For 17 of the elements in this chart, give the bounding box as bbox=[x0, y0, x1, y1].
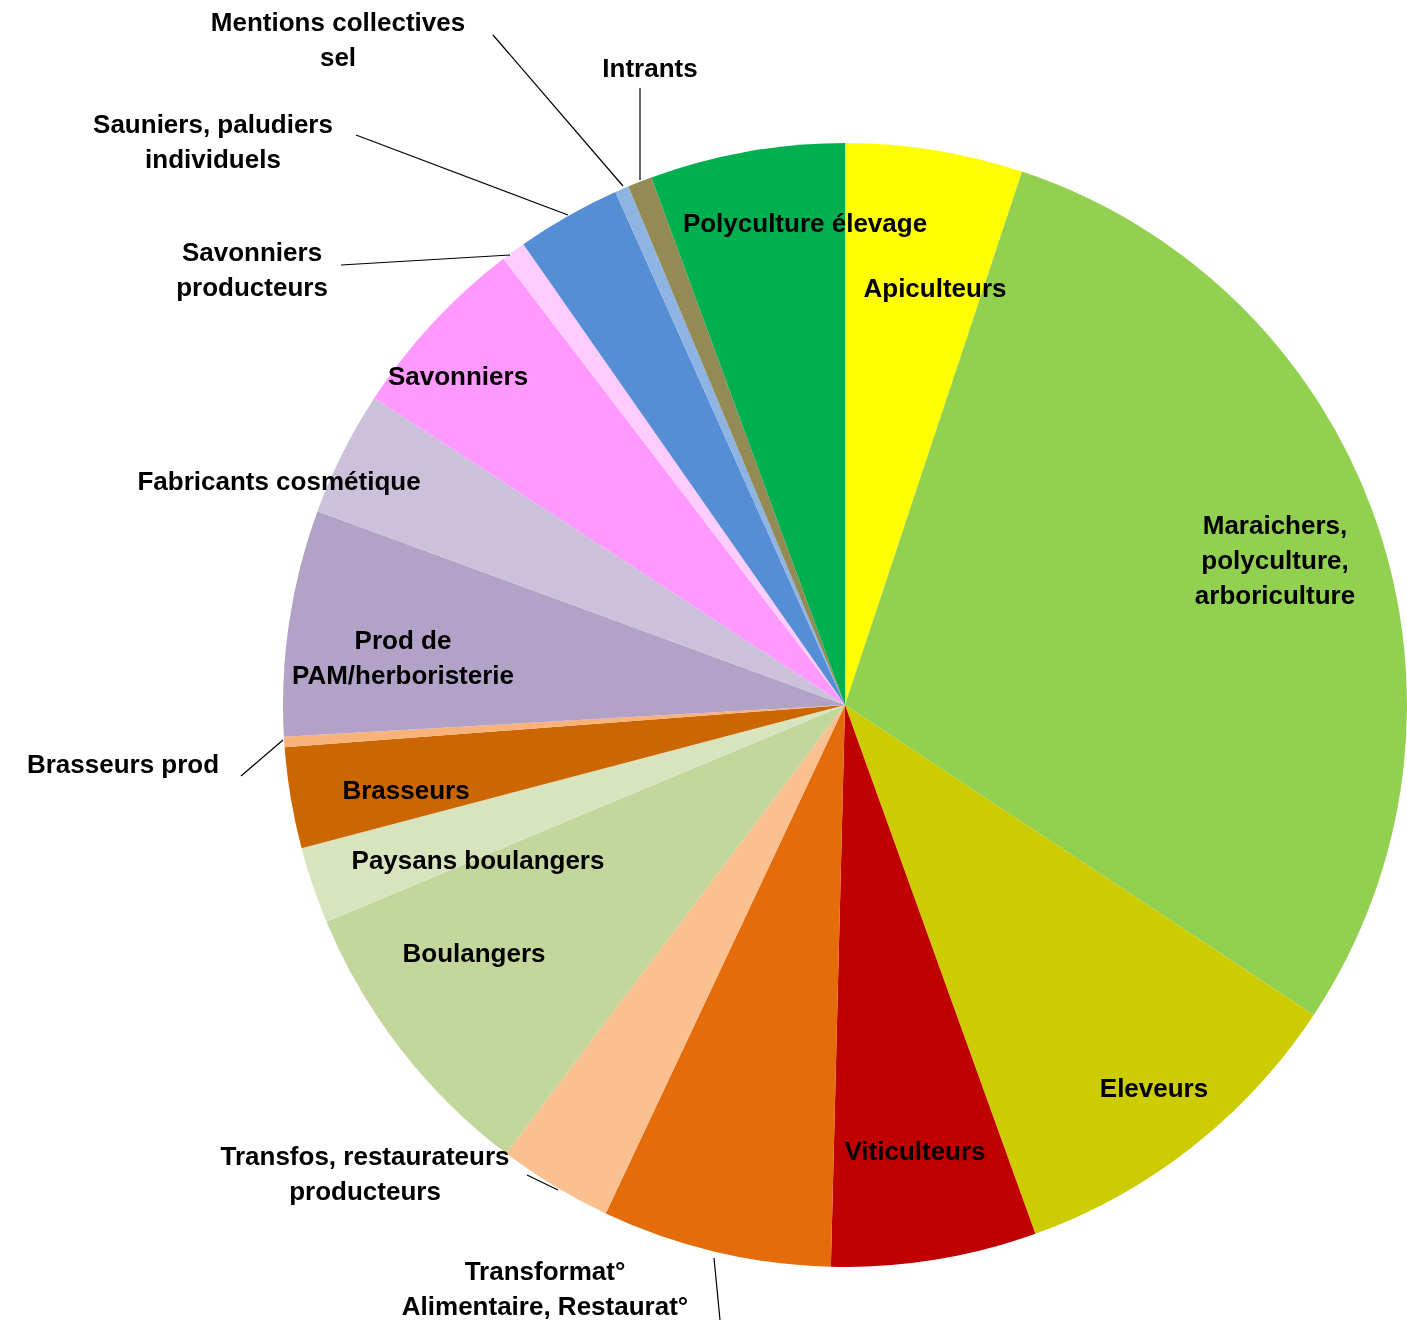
slice-label: Prod de PAM/herboristerie bbox=[291, 624, 515, 690]
slice-label: Fabricants cosmétique bbox=[137, 466, 421, 497]
slice-label: Apiculteurs bbox=[863, 273, 1007, 304]
slice-label: Transfos, restaurateurs producteurs bbox=[220, 1140, 510, 1206]
slice-label: Intrants bbox=[602, 53, 698, 84]
slice-label: Savonniers bbox=[387, 361, 529, 392]
slice-label: Boulangers bbox=[402, 938, 546, 969]
slice-label: Brasseurs prod bbox=[26, 749, 220, 780]
slice-label: Paysans boulangers bbox=[351, 845, 605, 876]
slice-label: Eleveurs bbox=[1099, 1073, 1209, 1104]
slice-label: Maraichers, polyculture, arboriculture bbox=[1194, 510, 1356, 611]
slice-label: Mentions collectives sel bbox=[210, 6, 466, 72]
slice-label: Viticulteurs bbox=[844, 1136, 986, 1167]
slice-label: Transformat° Alimentaire, Restaurat° bbox=[401, 1255, 689, 1321]
slice-label: Savonniers producteurs bbox=[176, 236, 328, 302]
slice-label: Sauniers, paludiers individuels bbox=[93, 108, 333, 174]
slice-label: Brasseurs bbox=[342, 775, 470, 806]
